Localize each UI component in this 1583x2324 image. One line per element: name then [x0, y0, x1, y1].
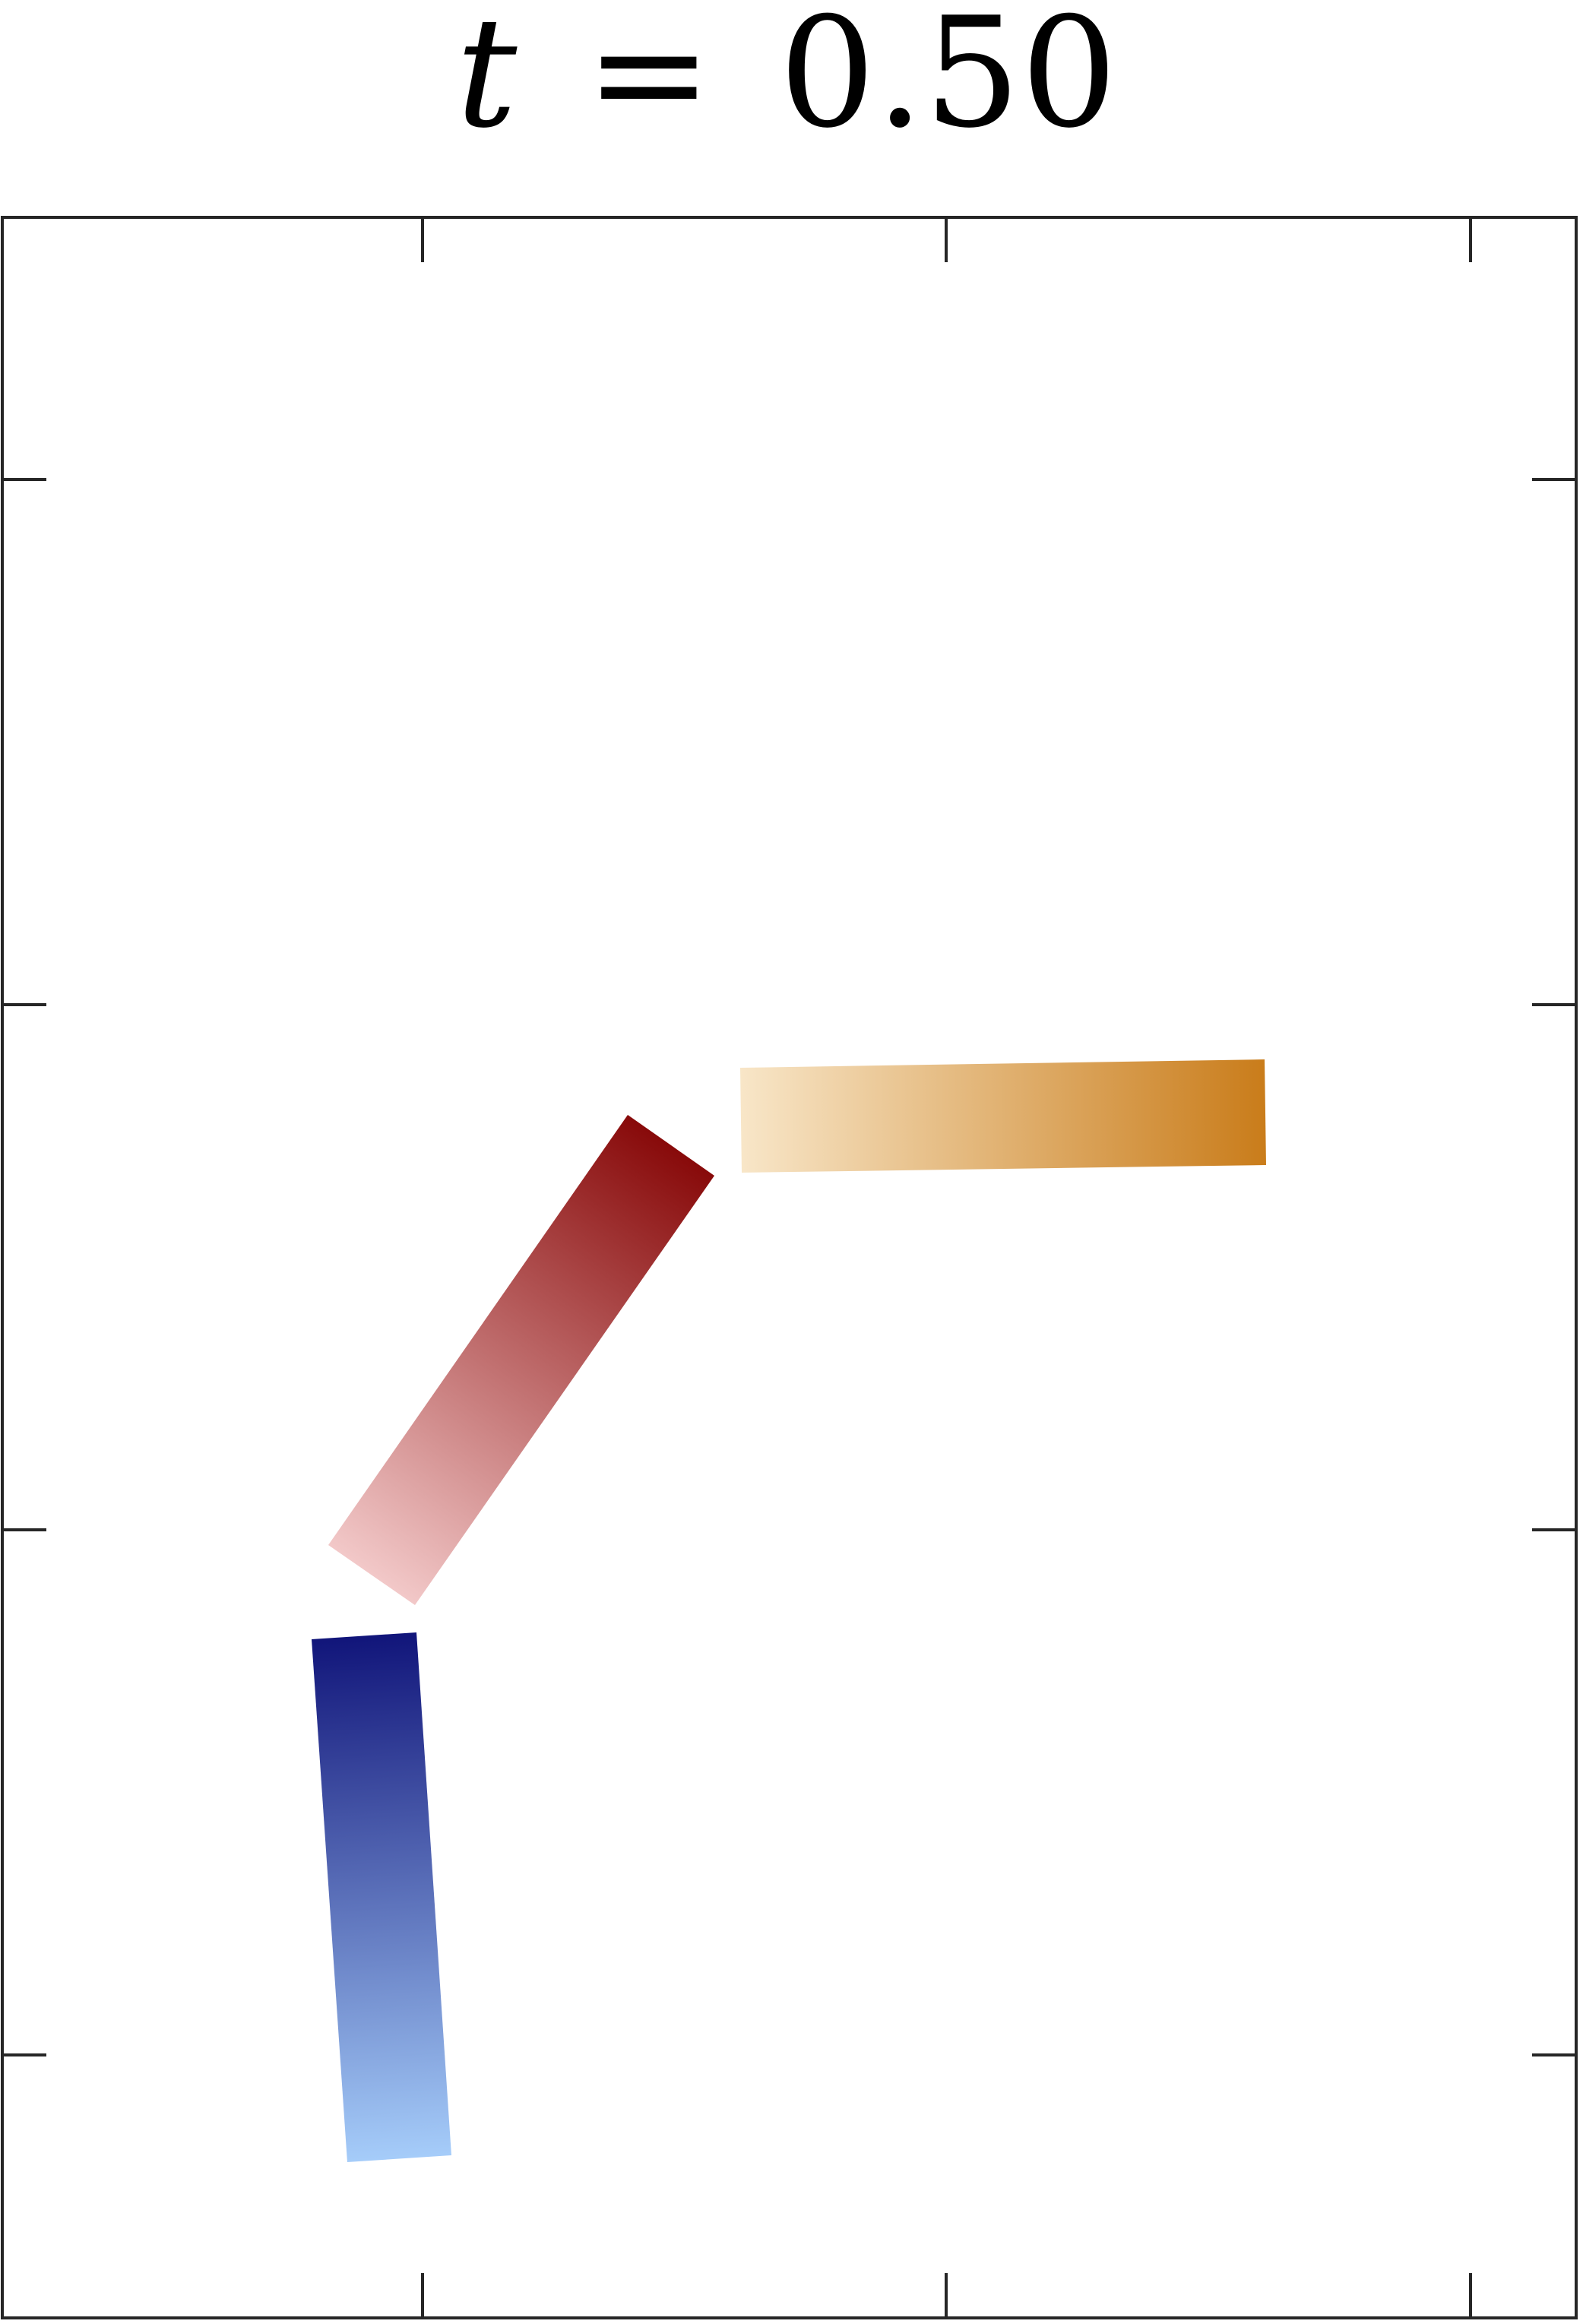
title-variable: t	[456, 0, 518, 162]
middle-link	[328, 1115, 714, 1605]
axes-frame	[1, 216, 1578, 2319]
upper-link	[740, 1059, 1266, 1173]
plot-title: t = 0.50	[456, 0, 1117, 162]
axis-ticks	[2, 217, 1576, 2318]
lower-link	[312, 1632, 451, 2162]
title-value: 0.50	[779, 0, 1117, 162]
title-equals: =	[585, 0, 713, 162]
